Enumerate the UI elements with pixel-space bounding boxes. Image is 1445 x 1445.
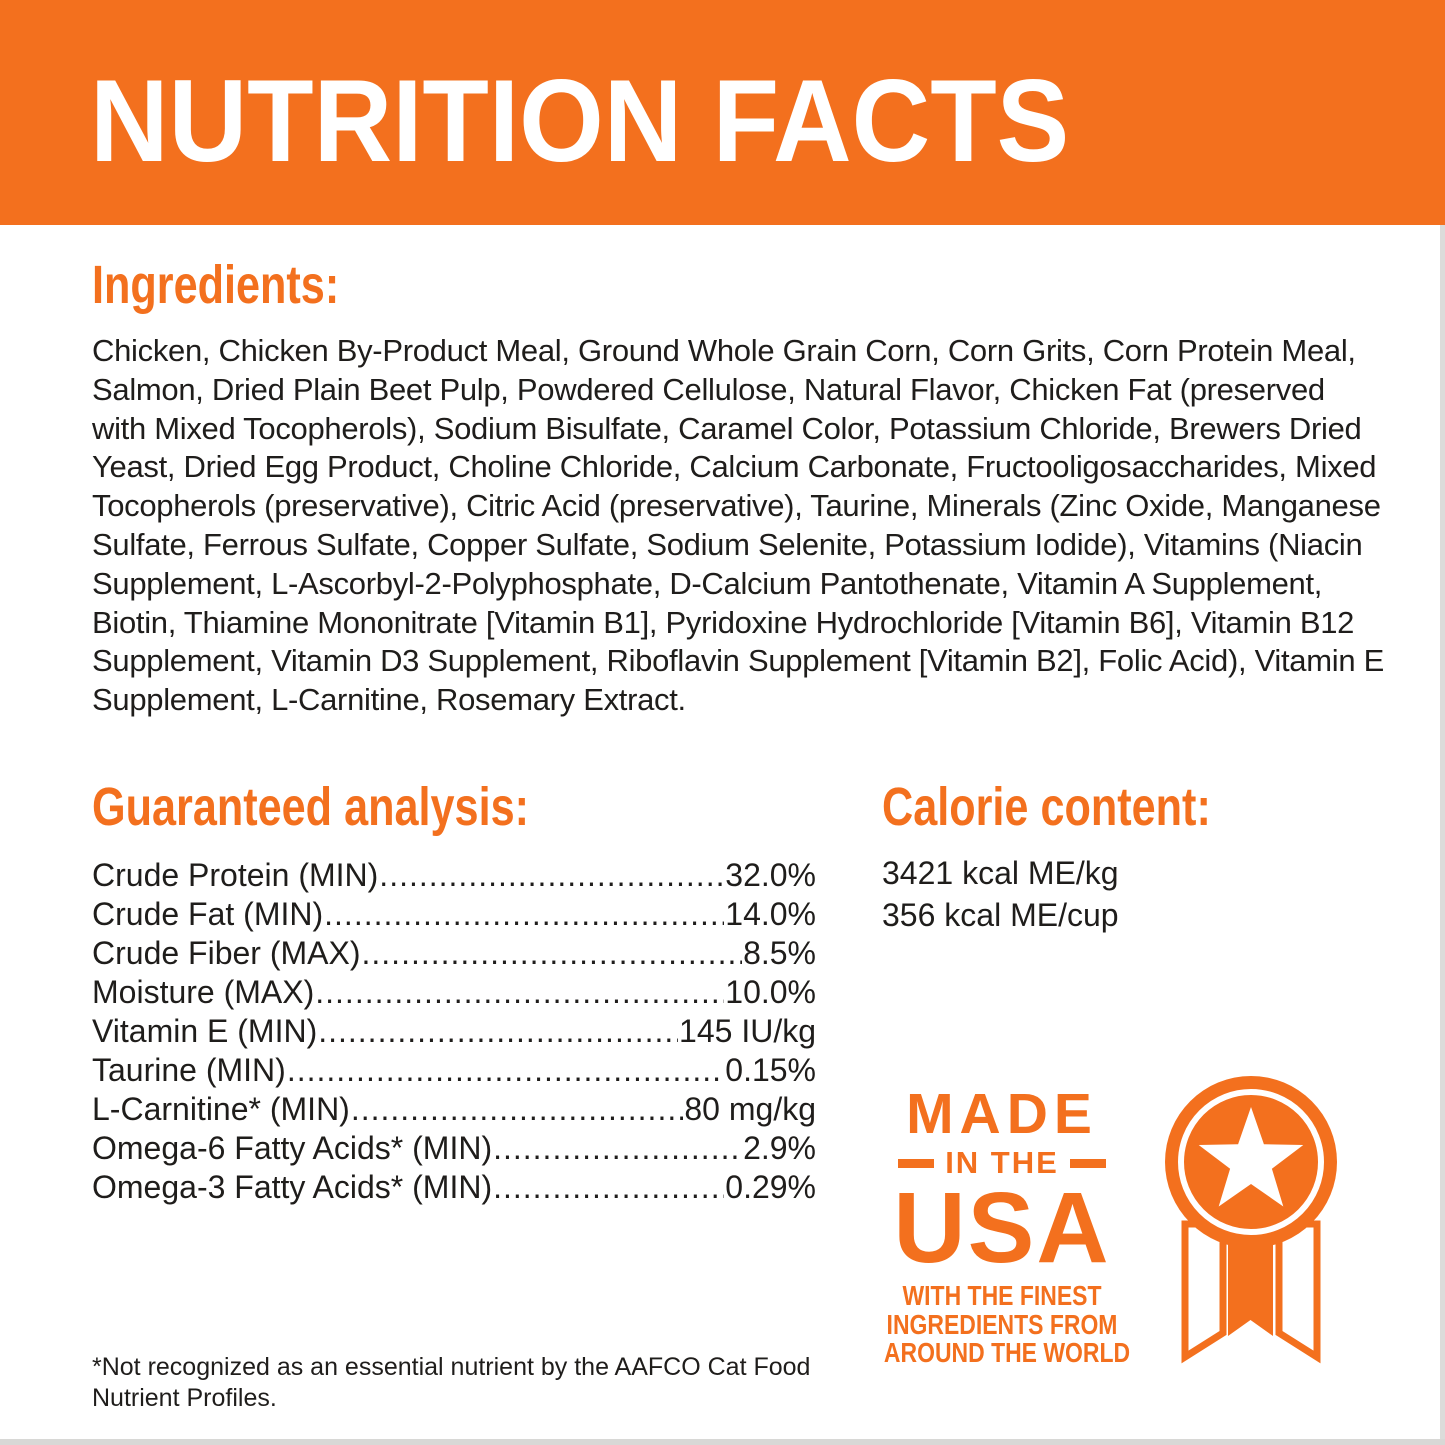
footnote: *Not recognized as an essential nutrient… [92, 1353, 811, 1412]
page-edge-bottom [0, 1439, 1445, 1445]
nutrient-value: 8.5% [743, 935, 816, 971]
star-ribbon-badge-icon [1165, 1076, 1337, 1364]
medal-ring [1178, 1089, 1324, 1235]
dot-leader: ........................................… [286, 1052, 725, 1088]
dash-left [898, 1158, 935, 1168]
made-in-usa-in-the-row: IN THE [858, 1145, 1146, 1180]
nutrient-label: L-Carnitine* (MIN) [92, 1091, 350, 1127]
nutrient-value: 0.29% [725, 1169, 816, 1205]
nutrient-label: Moisture (MAX) [92, 974, 315, 1010]
dot-leader: ........................................… [318, 1013, 679, 1049]
made-in-usa-tagline: WITH THE FINEST INGREDIENTS FROM AROUND … [858, 1280, 1146, 1368]
ribbon-tail-left [1181, 1220, 1227, 1364]
dot-leader: ........................................… [379, 857, 725, 893]
nutrient-label: Vitamin E (MIN) [92, 1013, 318, 1049]
guaranteed-analysis-heading: Guaranteed analysis: [92, 777, 529, 837]
page-edge-right [1440, 225, 1445, 1439]
dash-right [1069, 1158, 1106, 1168]
calorie-line-cup: 356 kcal ME/cup [882, 897, 1119, 933]
nutrient-label: Crude Fat (MIN) [92, 896, 324, 932]
nutrient-value: 145 IU/kg [679, 1013, 816, 1049]
ribbon-tail-right [1275, 1220, 1321, 1364]
calorie-content-heading: Calorie content: [882, 777, 1211, 837]
made-in-usa-word-usa: USA [893, 1172, 1111, 1284]
ingredients-text: Chicken, Chicken By-Product Meal, Ground… [92, 333, 1384, 718]
table-row: Omega-3 Fatty Acids* (MIN)..............… [92, 1168, 816, 1207]
table-row: Moisture (MAX)..........................… [92, 973, 816, 1012]
ribbon-center [1228, 1224, 1273, 1336]
calorie-content-values: 3421 kcal ME/kg 356 kcal ME/cup [882, 852, 1119, 936]
page-title: NUTRITION FACTS [90, 55, 1070, 186]
nutrient-label: Omega-3 Fatty Acids* (MIN) [92, 1169, 493, 1205]
table-row: L-Carnitine* (MIN)......................… [92, 1090, 816, 1129]
nutrient-value: 10.0% [725, 974, 816, 1010]
nutrient-value: 14.0% [725, 896, 816, 932]
nutrient-value: 80 mg/kg [684, 1091, 816, 1127]
header-banner: NUTRITION FACTS [0, 0, 1445, 225]
made-in-usa-word-in-the: IN THE [945, 1145, 1059, 1180]
dot-leader: ........................................… [493, 1169, 724, 1205]
nutrient-label: Crude Fiber (MAX) [92, 935, 361, 971]
dot-leader: ........................................… [315, 974, 724, 1010]
nutrient-label: Taurine (MIN) [92, 1052, 286, 1088]
made-in-usa-block: MADE IN THE USA WITH THE FINEST INGREDIE… [858, 1086, 1146, 1368]
calorie-line-kg: 3421 kcal ME/kg [882, 855, 1119, 891]
nutrient-value: 2.9% [743, 1130, 816, 1166]
dot-leader: ........................................… [350, 1091, 684, 1127]
star-icon [1198, 1107, 1304, 1207]
nutrient-value: 0.15% [725, 1052, 816, 1088]
made-in-usa-word-made: MADE [906, 1082, 1098, 1146]
tagline-line: INGREDIENTS FROM [886, 1308, 1118, 1340]
nutrient-value: 32.0% [725, 857, 816, 893]
nutrient-label: Omega-6 Fatty Acids* (MIN) [92, 1130, 493, 1166]
table-row: Crude Fat (MIN).........................… [92, 895, 816, 934]
dot-leader: ........................................… [493, 1130, 742, 1166]
dot-leader: ........................................… [324, 896, 724, 932]
guaranteed-analysis-table: Crude Protein (MIN).....................… [92, 856, 816, 1207]
table-row: Omega-6 Fatty Acids* (MIN)..............… [92, 1129, 816, 1168]
table-row: Crude Fiber (MAX).......................… [92, 934, 816, 973]
tagline-line: AROUND THE WORLD [883, 1337, 1131, 1368]
table-row: Taurine (MIN)...........................… [92, 1051, 816, 1090]
tagline-line: WITH THE FINEST [902, 1280, 1102, 1311]
nutrient-label: Crude Protein (MIN) [92, 857, 379, 893]
dot-leader: ........................................… [361, 935, 743, 971]
ingredients-heading: Ingredients: [92, 255, 340, 315]
table-row: Crude Protein (MIN).....................… [92, 856, 816, 895]
table-row: Vitamin E (MIN).........................… [92, 1012, 816, 1051]
